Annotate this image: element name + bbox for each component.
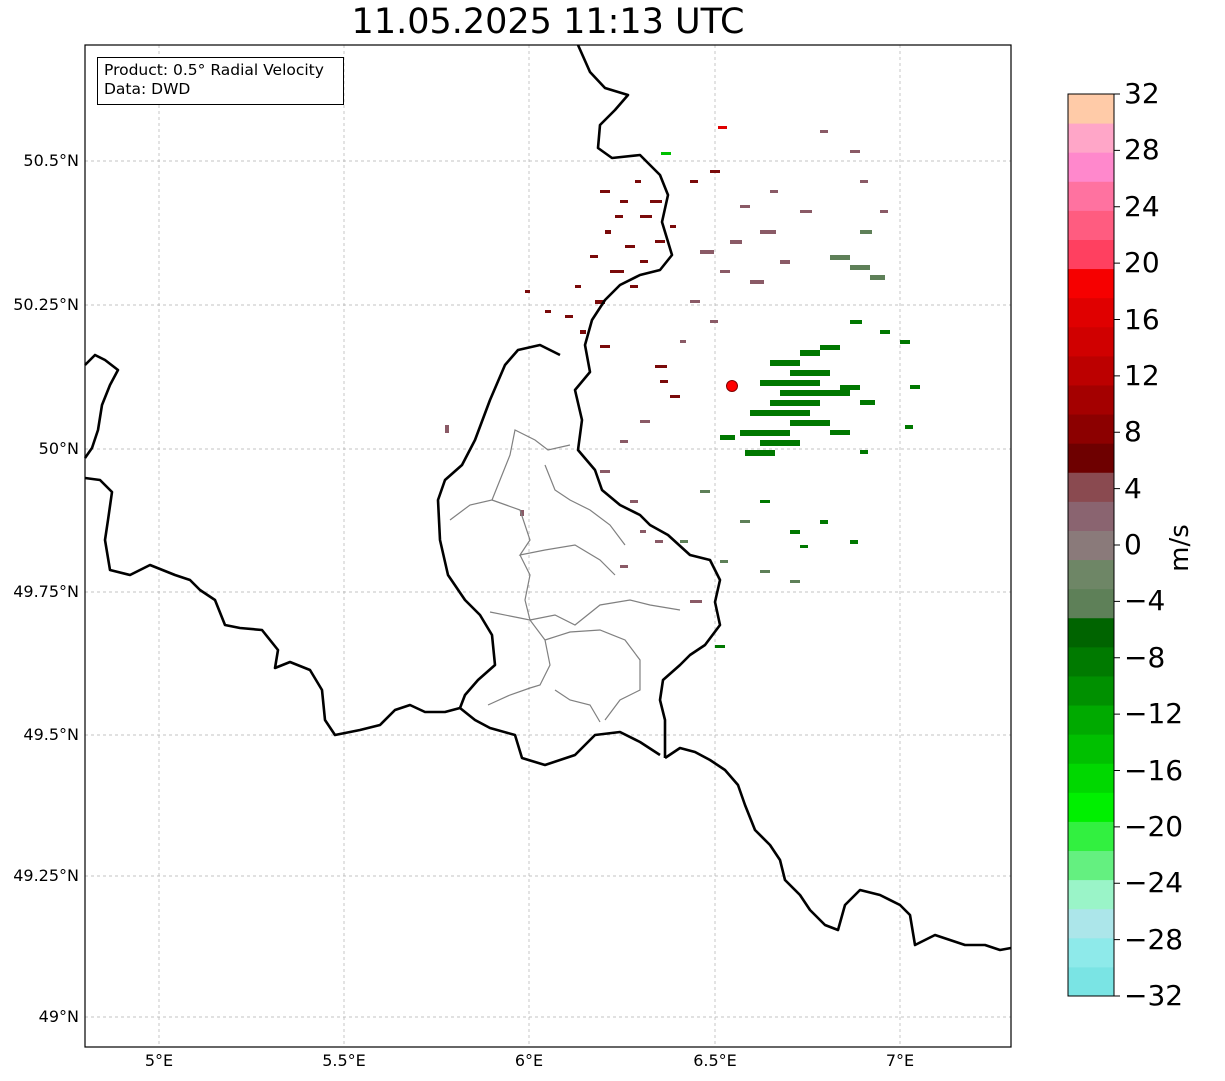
colorbar-segment: [1068, 908, 1114, 939]
lat-tick-label: 50°N: [38, 439, 79, 458]
colorbar-tick-label: 28: [1124, 133, 1160, 167]
colorbar-segment: [1068, 501, 1114, 531]
colorbar-segment: [1068, 705, 1114, 735]
lat-tick-label: 49.5°N: [23, 725, 79, 744]
borders: [83, 44, 1012, 952]
lon-tick-label: 6°E: [514, 1051, 544, 1070]
colorbar-segment: [1068, 850, 1114, 881]
colorbar-tick-label: −32: [1124, 979, 1184, 1012]
colorbar-tick-label: 4: [1124, 471, 1142, 505]
colorbar-segment: [1068, 297, 1114, 328]
colorbar-segment: [1068, 268, 1114, 299]
colorbar-tick-label: 16: [1124, 302, 1160, 336]
colorbar-tick-label: 20: [1124, 246, 1160, 280]
colorbar-segment: [1068, 152, 1114, 182]
colorbar-segment: [1068, 792, 1114, 822]
grid-lines: [85, 45, 1011, 1047]
radar-echoes: [445, 126, 920, 648]
colorbar-segment: [1068, 559, 1114, 590]
radar-site-marker: [726, 380, 738, 392]
colorbar-tick-label: −16: [1124, 753, 1184, 787]
lat-tick-label: 49°N: [38, 1007, 79, 1026]
map-title: 11.05.2025 11:13 UTC: [351, 2, 745, 42]
districts: [449, 429, 681, 723]
colorbar-segment: [1068, 181, 1114, 211]
colorbar-segment: [1068, 414, 1114, 444]
colorbar-segment: [1068, 384, 1114, 415]
colorbar-segment: [1068, 734, 1114, 764]
lon-tick-label: 7°E: [885, 1051, 915, 1070]
colorbar-segment: [1068, 646, 1114, 677]
lat-tick-label: 49.75°N: [13, 582, 79, 601]
colorbar-tick-label: −12: [1124, 697, 1184, 731]
colorbar-segment: [1068, 617, 1114, 648]
colorbar-tick-label: −4: [1124, 584, 1166, 618]
info-legend-box: Product: 0.5° Radial Velocity Data: DWD: [97, 57, 344, 105]
colorbar-tick-label: 8: [1124, 415, 1142, 449]
lon-tick-label: 5°E: [144, 1051, 174, 1070]
colorbar-segment: [1068, 94, 1114, 124]
colorbar-tick-label: −24: [1124, 866, 1184, 900]
colorbar-tick-label: −20: [1124, 809, 1184, 843]
colorbar-segment: [1068, 821, 1114, 852]
colorbar-tick-label: 12: [1124, 358, 1160, 392]
lon-tick-label: 5.5°E: [322, 1051, 366, 1070]
lat-tick-label: 50.25°N: [13, 295, 79, 314]
colorbar-tick-label: 24: [1124, 189, 1160, 223]
colorbar-tick-label: 0: [1124, 528, 1142, 561]
colorbar-segment: [1068, 443, 1114, 473]
map-frame: [84, 44, 1012, 1048]
colorbar-segment: [1068, 472, 1114, 502]
product-label: Product: 0.5° Radial Velocity: [104, 61, 324, 79]
colorbar: [1068, 94, 1114, 997]
colorbar-tick-label: 32: [1124, 77, 1160, 110]
data-source-label: Data: DWD: [104, 80, 191, 98]
colorbar-segment: [1068, 763, 1114, 793]
colorbar-segment: [1068, 879, 1114, 910]
colorbar-segment: [1068, 530, 1114, 561]
lon-tick-label: 6.5°E: [693, 1051, 737, 1070]
colorbar-segment: [1068, 123, 1114, 153]
colorbar-segment: [1068, 210, 1114, 240]
lat-tick-label: 50.5°N: [23, 151, 79, 170]
colorbar-segment: [1068, 326, 1114, 357]
colorbar-segment: [1068, 588, 1114, 619]
colorbar-segment: [1068, 355, 1114, 386]
colorbar-tick-label: −28: [1124, 922, 1184, 956]
colorbar-segment: [1068, 966, 1114, 997]
colorbar-segment: [1068, 239, 1114, 270]
colorbar-segment: [1068, 675, 1114, 706]
colorbar-segment: [1068, 937, 1114, 968]
colorbar-tick-label: −8: [1124, 640, 1166, 674]
colorbar-label: m/s: [1165, 524, 1195, 572]
lat-tick-label: 49.25°N: [13, 866, 79, 885]
